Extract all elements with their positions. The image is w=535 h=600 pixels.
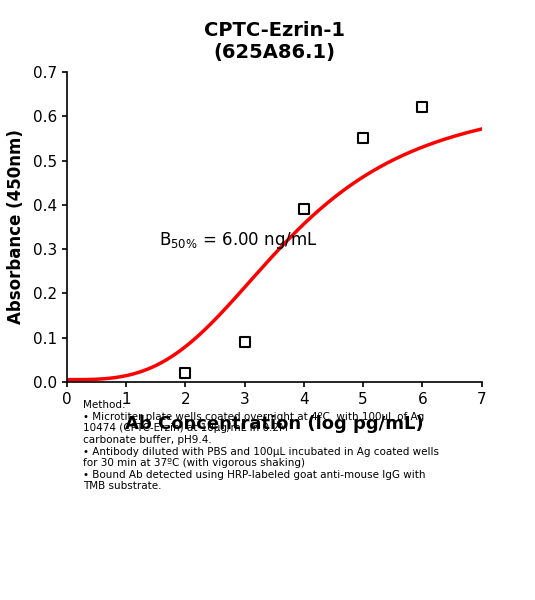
Point	[300, 205, 308, 214]
Title: CPTC-Ezrin-1
(625A86.1): CPTC-Ezrin-1 (625A86.1)	[204, 21, 345, 62]
Point	[240, 337, 249, 347]
Point	[418, 103, 426, 112]
Point	[181, 368, 189, 378]
Text: Method:
• Microtiter plate wells coated overnight at 4ºC  with 100μL of Ag
10474: Method: • Microtiter plate wells coated …	[83, 400, 439, 491]
Point	[359, 134, 368, 143]
X-axis label: Ab Concentration (log pg/mL): Ab Concentration (log pg/mL)	[125, 415, 424, 433]
Y-axis label: Absorbance (450nm): Absorbance (450nm)	[6, 130, 25, 325]
Text: B$_{50\%}$ = 6.00 ng/mL: B$_{50\%}$ = 6.00 ng/mL	[159, 230, 317, 251]
